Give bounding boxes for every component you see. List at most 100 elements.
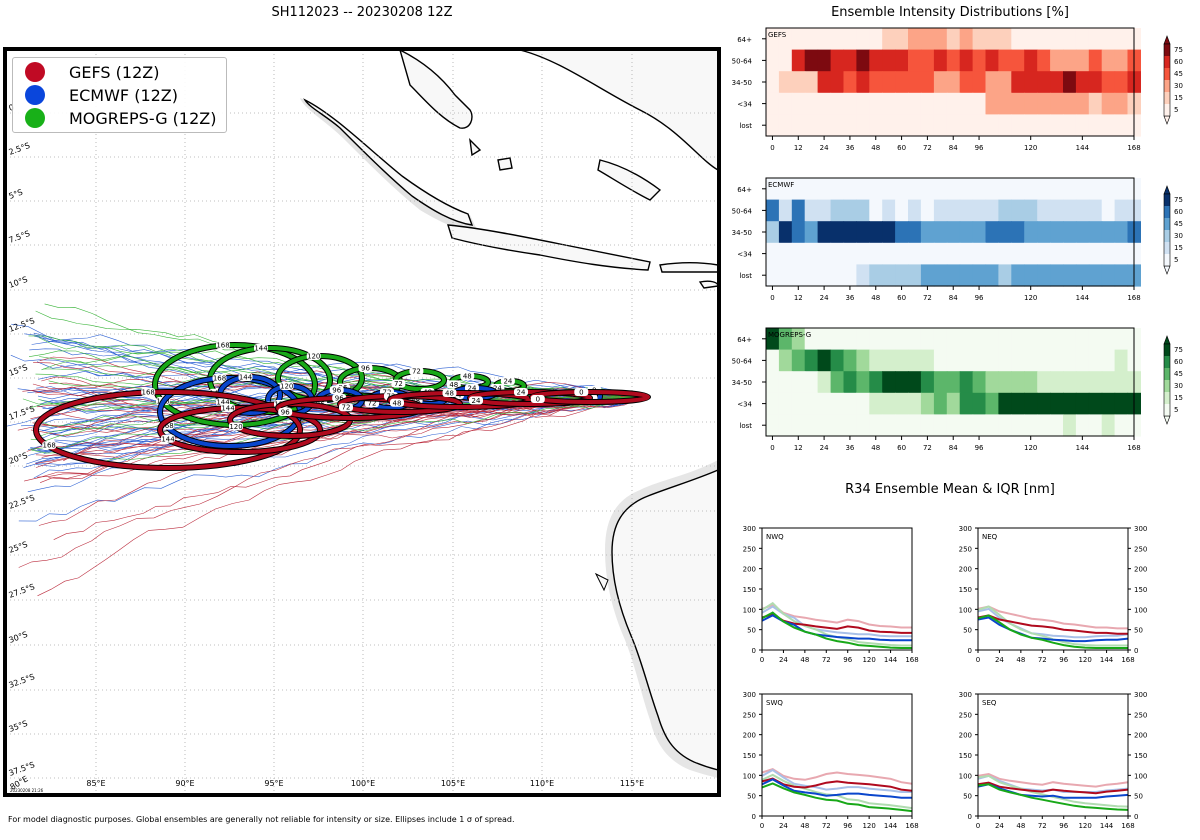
gefs-marker-icon	[25, 62, 45, 82]
heatmap-cell	[830, 114, 845, 137]
heatmap-cell	[1088, 371, 1103, 394]
legend-entry-gefs: GEFS (12Z)	[25, 61, 159, 83]
tick-label: 72	[822, 656, 831, 664]
colorbar-tick: 30	[1174, 232, 1183, 240]
iqr-line	[761, 768, 912, 793]
heatmap-cell	[1114, 371, 1129, 394]
tick-label: 250	[1134, 545, 1147, 553]
spread-ellipses: 1681681441441201209696727248482424168168…	[33, 341, 651, 471]
heatmap-cell	[1101, 114, 1116, 137]
heatmap-cell	[1075, 71, 1090, 94]
heatmap-cell	[895, 371, 909, 394]
tick-label: 200	[959, 566, 972, 574]
heatmap-cell	[791, 328, 806, 351]
heatmap-cell	[908, 92, 922, 115]
heatmap-cell	[1037, 92, 1051, 115]
heatmap-cell	[1011, 178, 1025, 201]
panel-name: NEQ	[982, 533, 998, 541]
tick-label: 96	[1059, 822, 1068, 830]
tick-label: 48	[800, 822, 809, 830]
heatmap-cell	[933, 178, 948, 201]
category-label: 50-64	[732, 57, 753, 65]
panel-name: NWQ	[766, 533, 784, 541]
heatmap-cell	[1063, 392, 1077, 415]
heatmap-cell	[1114, 349, 1129, 372]
map-footer: For model diagnostic purposes. Global en…	[8, 815, 515, 824]
lon-label: 115°E	[620, 779, 644, 788]
heatmap-cell	[933, 28, 948, 51]
heatmap-gefs: GEFS 64+ 50-64 34-50 <34 lost 0 12 24 36 48 60 72 84 9…	[732, 27, 1183, 152]
heatmap-cell	[817, 264, 832, 287]
legend-label: MOGREPS-G (12Z)	[69, 108, 217, 128]
heatmap-cell	[791, 199, 806, 222]
heatmap-cell	[766, 92, 780, 115]
heatmap-cell	[933, 414, 948, 437]
lead-time-label: 24	[472, 397, 481, 405]
heatmap-cell	[1075, 199, 1090, 222]
heatmap-cell	[1088, 264, 1103, 287]
heatmap-cell	[1114, 114, 1129, 137]
mean-line	[977, 614, 1128, 649]
heatmap-cell	[856, 28, 870, 51]
tick-label: 100	[743, 772, 756, 780]
heatmap-cell	[1101, 242, 1116, 265]
heatmap-cell	[1024, 49, 1038, 72]
tick-label: 50	[747, 627, 756, 635]
map-frame	[3, 47, 721, 797]
heatmap-cell	[830, 414, 845, 437]
colorbar-tick: 5	[1174, 256, 1178, 264]
heatmap-cell	[920, 49, 935, 72]
landmass-australia	[594, 460, 718, 778]
heatmap-cell	[791, 178, 806, 201]
heatmap-cell	[791, 414, 806, 437]
heatmap-cell	[778, 114, 793, 137]
heatmap-cell	[908, 199, 922, 222]
heatmap-cell	[856, 178, 870, 201]
colorbar-tick: 60	[1174, 358, 1183, 366]
heatmap-cell	[869, 221, 883, 244]
heatmap-cell	[985, 328, 999, 351]
panel-name: GEFS	[768, 31, 787, 39]
tick-label: 144	[1100, 822, 1114, 830]
heatmap-cell	[766, 28, 780, 51]
heatmap-cell	[791, 264, 806, 287]
colorbar-swatch	[1164, 230, 1170, 242]
track-map[interactable]: 1681681441441201209696727248482424168168…	[0, 0, 722, 840]
tick-label: 150	[1134, 586, 1147, 594]
mean-line	[761, 777, 913, 792]
heatmap-cell	[1024, 199, 1038, 222]
heatmap-cell	[882, 114, 896, 137]
tick-label: 300	[1134, 691, 1147, 699]
heatmap-cell	[1050, 371, 1064, 394]
heatmap-cell	[920, 92, 935, 115]
heatmap-cell	[998, 71, 1012, 94]
heatmap-cell	[766, 114, 780, 137]
colorbar-swatch	[1164, 356, 1170, 368]
tick-label: 0	[1134, 647, 1138, 655]
heatmap-cell	[933, 221, 948, 244]
heatmap-cell	[1101, 328, 1116, 351]
heatmap-cell	[817, 92, 832, 115]
heatmap-cell	[946, 414, 961, 437]
lead-time-label: 24	[503, 378, 512, 386]
heatmap-cell	[998, 349, 1012, 372]
colorbar-swatch	[1164, 368, 1170, 380]
heatmap-cell	[1037, 199, 1051, 222]
heatmap-cell	[933, 199, 948, 222]
heatmap-cell	[920, 328, 935, 351]
heatmap-cell	[1114, 264, 1129, 287]
colorbar-tick: 30	[1174, 82, 1183, 90]
tick-label: 96	[975, 294, 984, 302]
heatmap-cell	[817, 221, 832, 244]
heatmap-cell	[804, 371, 819, 394]
heatmap-cell	[1088, 328, 1103, 351]
heatmap-cell	[946, 349, 961, 372]
heatmap-cell	[830, 371, 845, 394]
tick-label: 120	[1078, 822, 1091, 830]
tick-label: 0	[770, 294, 774, 302]
lead-time-label: 144	[161, 435, 175, 443]
tick-label: 250	[743, 545, 756, 553]
tick-label: 60	[897, 144, 906, 152]
tick-label: 168	[1127, 144, 1140, 152]
tick-label: 200	[743, 566, 756, 574]
